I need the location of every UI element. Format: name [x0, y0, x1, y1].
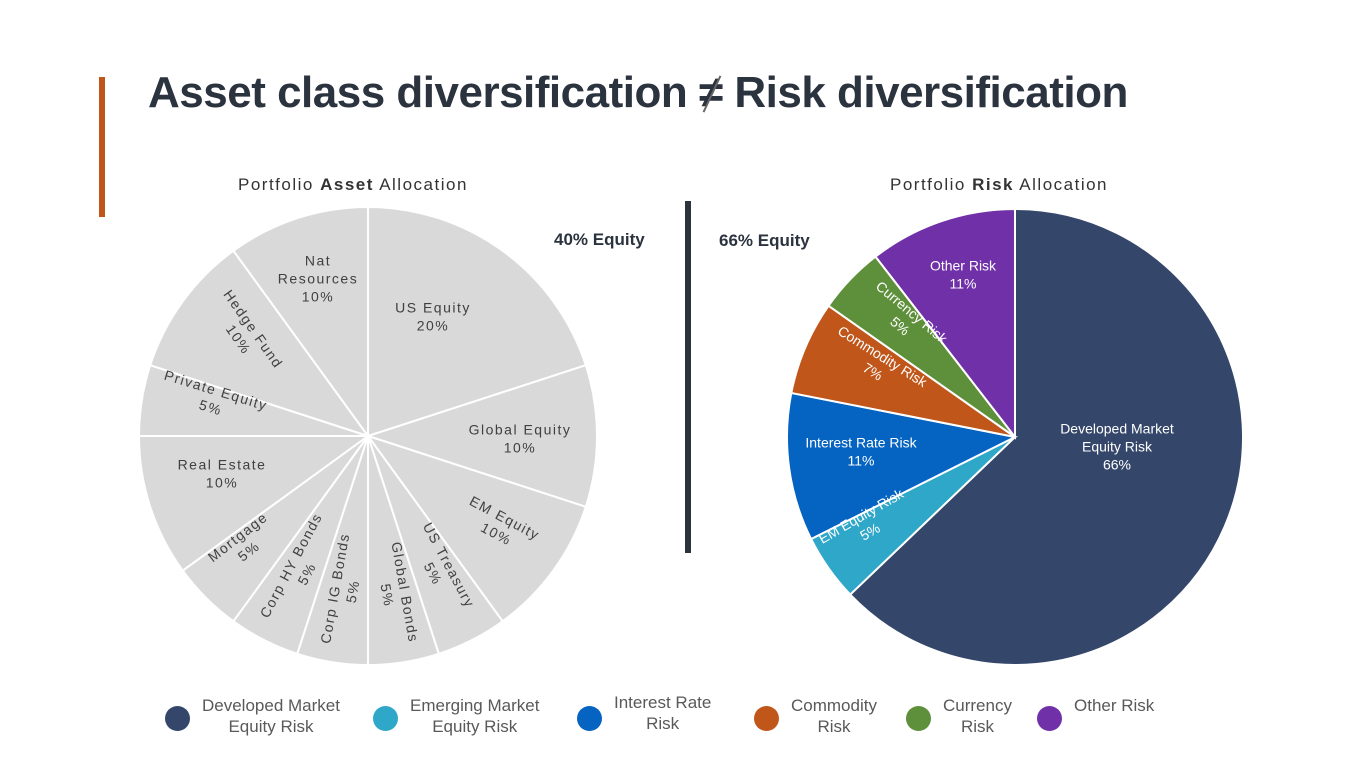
legend-label: Currency Risk: [943, 696, 1012, 736]
asset-chart-title: Portfolio Asset Allocation: [238, 175, 468, 194]
slice-value-label: 5%: [197, 396, 224, 418]
legend-color-marker: [165, 706, 190, 731]
slice-name-label: Real Estate: [178, 457, 267, 473]
legend-item-other-risk: Other Risk: [1037, 695, 1154, 731]
pie-slice-global-equity: [364, 363, 598, 509]
pie-slice-interest-rate-risk: [786, 391, 1019, 541]
slice-name-label: Equity Risk: [1082, 439, 1153, 455]
slice-label-developed-market-equity-risk: Developed Market Equity Risk 66%: [1060, 421, 1174, 473]
legend-label: Interest Rate Risk: [614, 693, 712, 733]
legend-color-marker: [906, 706, 931, 731]
legend-color-marker: [373, 706, 398, 731]
slice-name-label: Global Equity: [469, 422, 572, 438]
risk-chart-title: Portfolio Risk Allocation: [890, 175, 1109, 194]
pie-slice-em-equity: [365, 434, 588, 623]
slice-label-interest-rate-risk: Interest Rate Risk 11%: [805, 435, 917, 469]
accent-bar: [99, 77, 105, 217]
pie-slice-developed-market-equity-risk: [848, 207, 1244, 666]
legend-color-marker: [754, 706, 779, 731]
page-title: Asset class diversification ≠ Risk diver…: [148, 68, 1128, 118]
pie-slice-other-risk: [874, 207, 1016, 440]
pie-slice-nat-resources: [232, 205, 369, 440]
slice-name-label: US Equity: [395, 300, 471, 316]
pie-slice-us-equity: [367, 205, 588, 438]
slice-name-label: Resources: [278, 271, 358, 287]
slice-value-label: 20%: [417, 318, 450, 334]
slice-label-nat-resources: Nat Resources 10%: [278, 253, 358, 305]
slice-value-label: 10%: [302, 289, 335, 305]
slice-value-label: 5%: [378, 583, 398, 609]
slice-name-label: Nat: [305, 253, 331, 269]
slice-name-label: Interest Rate Risk: [805, 435, 917, 451]
legend-item-developed-market-equity-risk: Developed Market Equity Risk: [165, 695, 340, 737]
legend-item-emerging-market-equity-risk: Emerging Market Equity Risk: [373, 695, 539, 737]
divider: [685, 201, 691, 553]
legend-label: Other Risk: [1074, 696, 1155, 715]
asset-equity-note: 40% Equity: [554, 230, 645, 249]
legend: Developed Market Equity Risk Emerging Mark…: [0, 693, 1354, 745]
slice-value-label: 10%: [206, 475, 239, 491]
slice-value-label: 11%: [848, 453, 875, 469]
slice-label-real-estate: Real Estate 10%: [178, 457, 267, 491]
slice-value-label: 10%: [504, 440, 537, 456]
slice-label-other-risk: Other Risk 11%: [930, 258, 997, 292]
not-equal-symbol: ≠: [698, 68, 723, 117]
slice-name-label: Other Risk: [930, 258, 997, 274]
slice-label-us-equity: US Equity 20%: [395, 300, 471, 334]
legend-label: Commodity Risk: [791, 696, 877, 736]
legend-color-marker: [577, 706, 602, 731]
pie-slice-hedge-fund: [148, 249, 371, 438]
title-left: Asset class diversification: [148, 68, 688, 117]
legend-label: Developed Market Equity Risk: [202, 696, 340, 736]
legend-color-marker: [1037, 706, 1062, 731]
legend-item-interest-rate-risk: Interest Rate Risk: [577, 693, 712, 734]
slice-name-label: Developed Market: [1060, 421, 1174, 437]
slice-value-label: 5%: [343, 579, 363, 605]
legend-item-commodity-risk: Commodity Risk: [754, 695, 877, 737]
legend-item-currency-risk: Currency Risk: [906, 695, 1012, 737]
title-right: Risk diversification: [734, 68, 1128, 117]
risk-equity-note: 66% Equity: [719, 231, 810, 250]
slice-label-global-equity: Global Equity 10%: [469, 422, 572, 456]
pie-slice-real-estate: [137, 435, 372, 572]
legend-label: Emerging Market Equity Risk: [410, 696, 540, 736]
slice-value-label: 66%: [1103, 457, 1131, 473]
slice-value-label: 11%: [950, 276, 977, 292]
